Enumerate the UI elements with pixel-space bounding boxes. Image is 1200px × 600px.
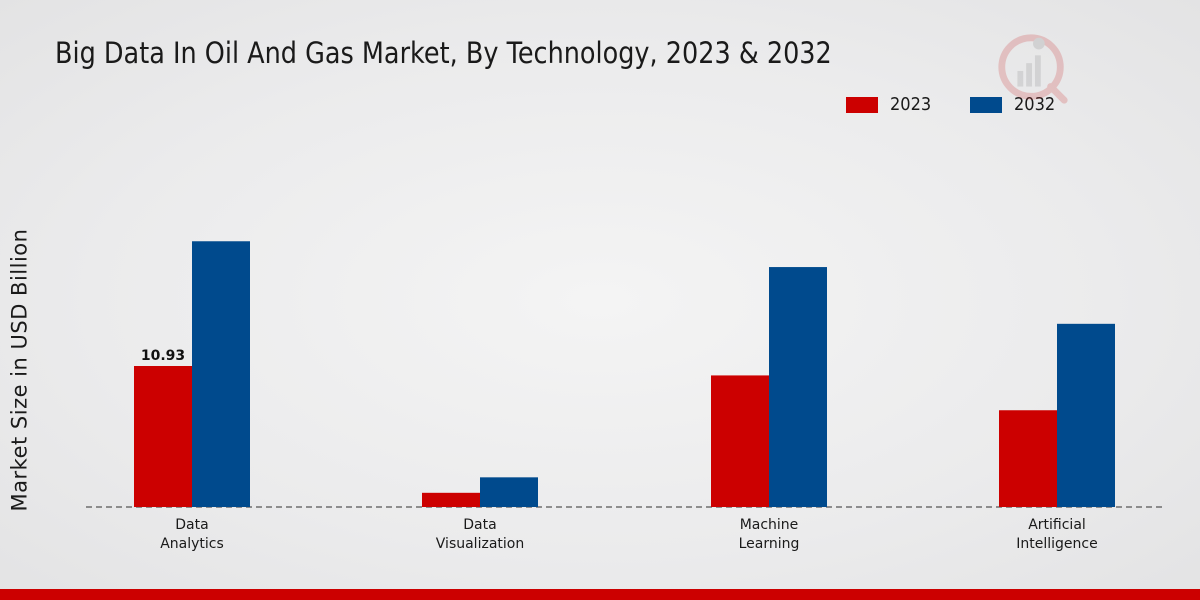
bar-2032-0 [192,241,250,507]
legend-label-2023: 2023 [890,94,932,115]
legend-label-2032: 2032 [1013,94,1056,115]
legend-swatch-2023 [846,96,878,113]
legend-swatch-2032 [969,96,1002,113]
bar-2032-1 [480,477,538,507]
bar-2032-2 [769,267,827,507]
x-tick-label-1: Data Visualization [436,517,524,552]
x-tick-label-3: Artificial Intelligence [1016,517,1097,552]
data-label-0: 10.93 [141,348,185,364]
x-tick-label-2: Machine Learning [739,517,800,552]
legend-item-2023: 2023 [846,94,936,115]
bar-2023-0 [134,366,192,507]
legend: 2023 2032 [846,94,1094,115]
bottom-accent-bar [0,589,1200,600]
chart-title: Big Data In Oil And Gas Market, By Techn… [55,36,832,70]
bar-2023-1 [422,492,480,507]
legend-item-2032: 2032 [969,94,1060,115]
bar-2023-3 [999,410,1057,507]
bar-2023-2 [711,375,769,507]
watermark-logo-icon [998,34,1068,104]
bar-2032-3 [1057,323,1115,507]
x-tick-label-0: Data Analytics [160,517,224,552]
